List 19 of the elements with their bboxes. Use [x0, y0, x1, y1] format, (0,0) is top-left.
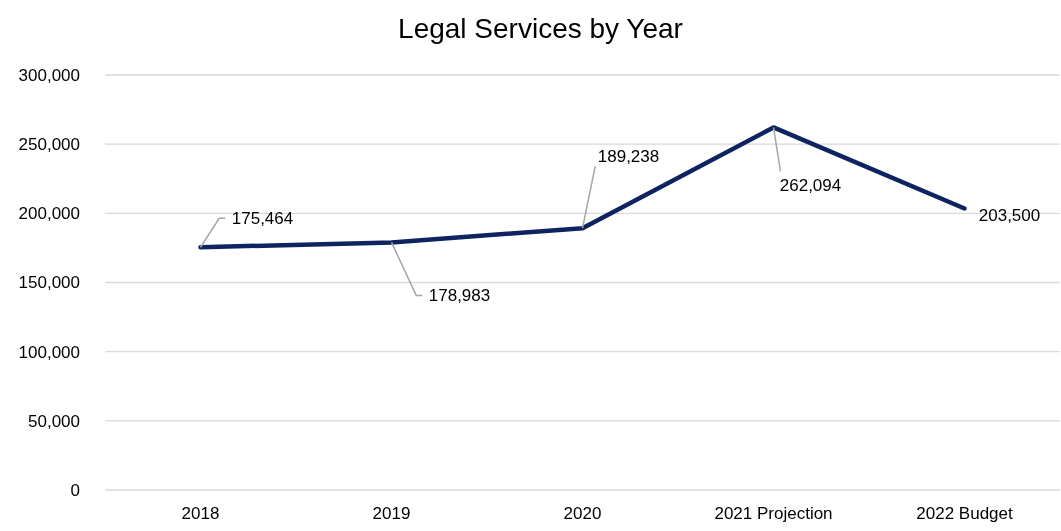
data-label: 175,464 — [231, 209, 294, 229]
data-label: 262,094 — [779, 176, 842, 196]
x-tick-label: 2019 — [372, 504, 411, 524]
y-tick-label: 150,000 — [18, 273, 80, 293]
data-label: 203,500 — [978, 206, 1041, 226]
chart-title: Legal Services by Year — [398, 13, 683, 44]
data-label: 178,983 — [428, 286, 491, 306]
x-tick-label: 2018 — [181, 504, 220, 524]
y-tick-label: 100,000 — [18, 342, 80, 362]
y-tick-label: 300,000 — [18, 65, 80, 85]
x-tick-label: 2020 — [563, 504, 602, 524]
y-tick-label: 0 — [70, 480, 80, 500]
line-series — [198, 125, 967, 250]
x-tick-label: 2021 Projection — [714, 504, 833, 524]
y-tick-label: 50,000 — [28, 411, 80, 431]
y-tick-label: 200,000 — [18, 204, 80, 224]
data-label: 189,238 — [597, 147, 660, 167]
x-tick-label: 2022 Budget — [916, 504, 1013, 524]
y-tick-label: 250,000 — [18, 135, 80, 155]
